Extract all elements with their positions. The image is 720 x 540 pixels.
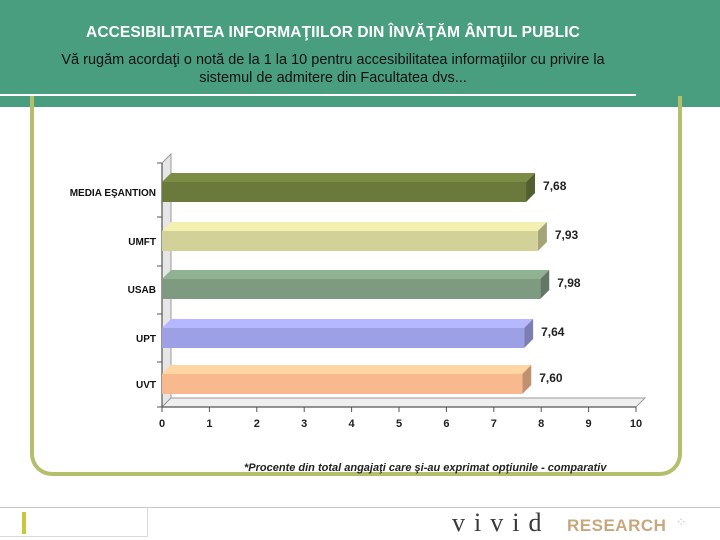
logo-vivid: vivid [452, 508, 551, 537]
bar-top [162, 222, 547, 231]
data-label: 7,93 [555, 228, 579, 242]
chart-floor [160, 397, 647, 408]
bar-side [522, 365, 532, 394]
page-title: ACCESIBILITATEA INFORMAŢIILOR DIN ÎNVĂŢĂ… [86, 24, 580, 41]
logo-dots-icon: ⁘ [676, 515, 688, 529]
footer-accent [22, 512, 26, 534]
footer-divider [0, 507, 720, 508]
bar-side [524, 319, 534, 348]
chart-frame [30, 96, 682, 476]
bar-top [162, 173, 536, 182]
header-divider [0, 94, 636, 96]
bar-side [537, 222, 547, 251]
bar-side [526, 173, 536, 202]
bar [162, 182, 527, 202]
x-tick-label: 10 [630, 418, 642, 430]
bar [162, 231, 538, 251]
bar-top [162, 365, 532, 374]
category-label: MEDIA EŞANTION [70, 188, 156, 199]
data-label: 7,68 [543, 179, 567, 193]
data-label: 7,60 [539, 371, 563, 385]
category-label: UPT [136, 334, 156, 345]
bar-top [162, 270, 550, 279]
x-tick-label: 1 [206, 418, 212, 430]
category-label: UMFT [128, 237, 156, 248]
category-label: UVT [136, 380, 156, 391]
footer-box [0, 507, 148, 537]
bar-side [540, 270, 550, 299]
x-tick-label: 4 [349, 418, 356, 430]
x-tick-label: 8 [538, 418, 544, 430]
x-tick-label: 5 [396, 418, 402, 430]
x-tick-label: 6 [443, 418, 449, 430]
data-label: 7,64 [541, 325, 565, 339]
subtitle-line-2: sistemul de admitere din Facultatea dvs.… [199, 70, 467, 86]
page-subtitle: Vă rugăm acordaţi o notă de la 1 la 10 p… [0, 51, 666, 87]
bar [162, 374, 523, 394]
x-tick-label: 3 [301, 418, 307, 430]
bar-chart: 0 1 2 3 4 5 6 7 8 9 10 MEDIA EŞANTION 7,68 UMFT 7,93 US… [70, 152, 647, 430]
x-tick-label: 7 [491, 418, 497, 430]
bar [162, 279, 541, 299]
bar [162, 328, 525, 348]
x-tick-label: 9 [586, 418, 592, 430]
subtitle-line-1: Vă rugăm acordaţi o notă de la 1 la 10 p… [61, 52, 605, 68]
data-label: 7,98 [557, 276, 581, 290]
logo-research: RESEARCH [567, 516, 667, 535]
bar-top [162, 319, 534, 328]
chart-footnote: *Procente din total angajaţi care şi-au … [244, 462, 607, 474]
header-banner: ACCESIBILITATEA INFORMAŢIILOR DIN ÎNVĂŢĂ… [0, 0, 720, 107]
x-tick-label: 2 [254, 418, 260, 430]
x-tick-label: 0 [159, 418, 165, 430]
category-label: USAB [128, 285, 156, 296]
